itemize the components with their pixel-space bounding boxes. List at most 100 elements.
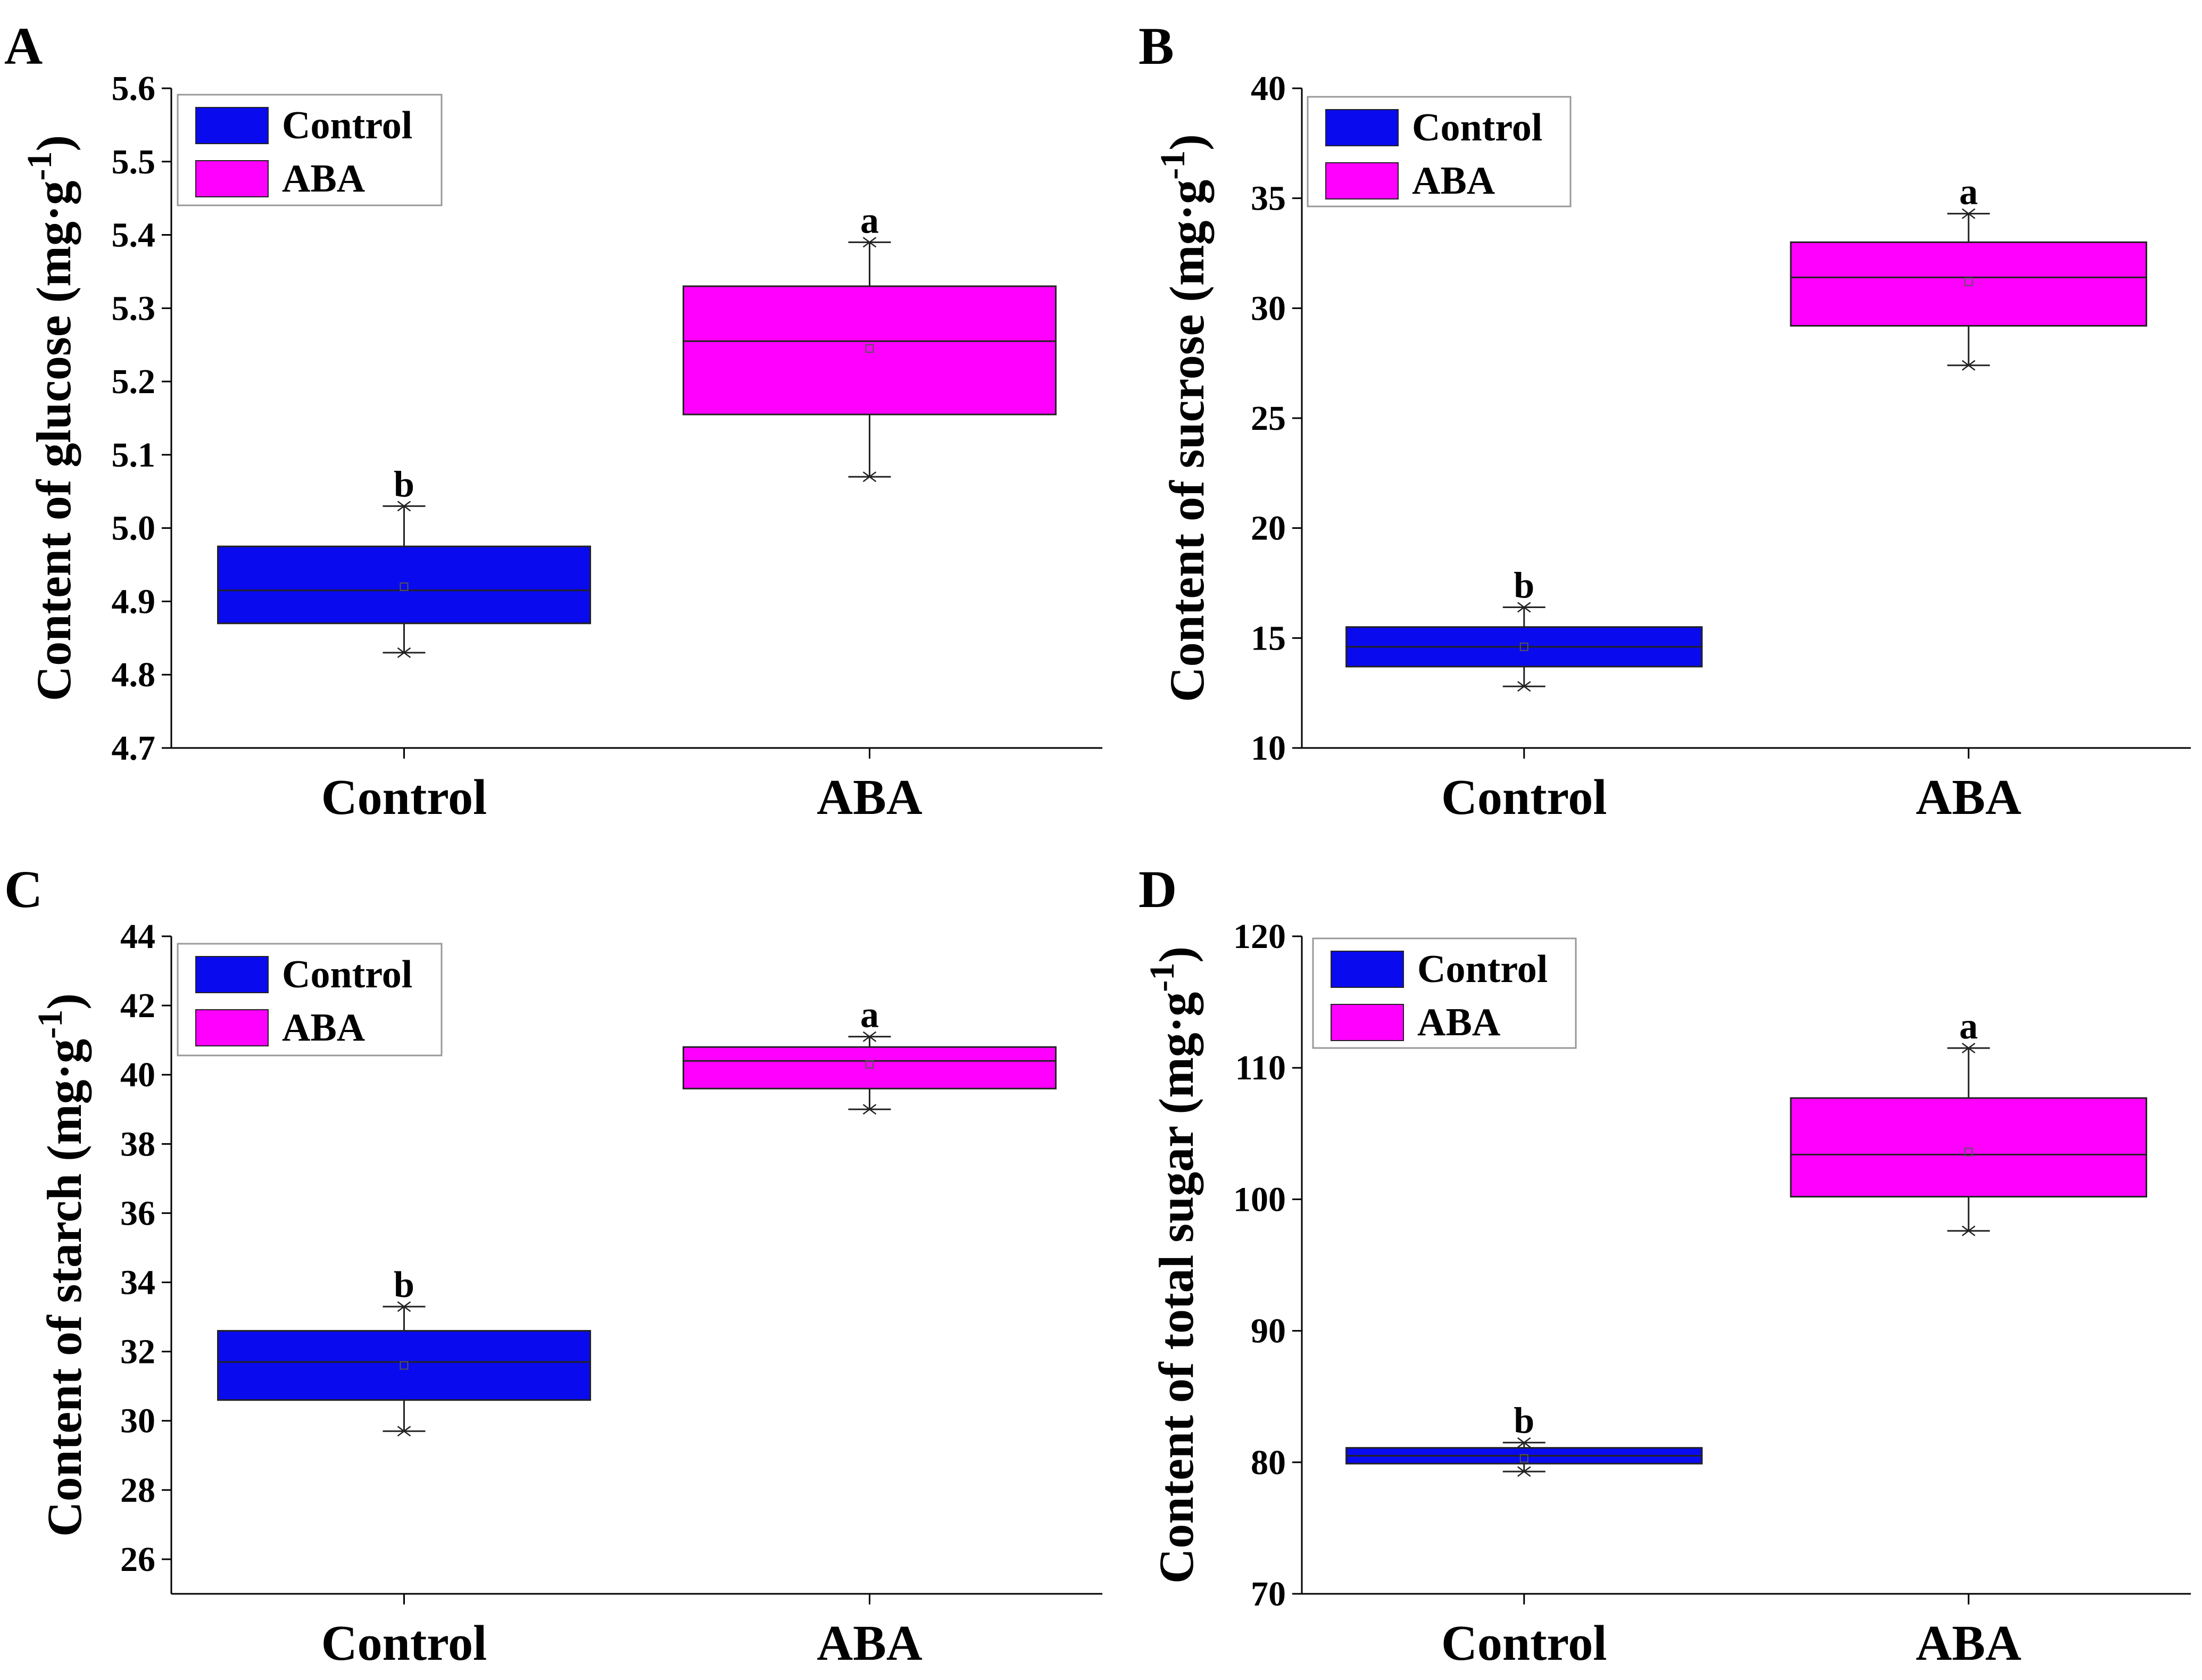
extreme-marker <box>862 1031 877 1042</box>
y-tick-label: 28 <box>120 1471 155 1510</box>
box-control: b <box>217 464 591 658</box>
mean-marker <box>865 1060 874 1069</box>
significance-letter: a <box>1959 172 1978 213</box>
y-tick-label: 35 <box>1251 179 1286 218</box>
legend-label-aba: ABA <box>282 157 365 201</box>
mean-marker <box>865 344 874 353</box>
y-tick-label: 5.3 <box>112 289 156 328</box>
extreme-marker <box>1962 1225 1975 1236</box>
panel-b: B 10 15 20 25 30 35 40 Control ABA Content of sucr… <box>1139 16 2191 825</box>
panel-letter: C <box>4 860 43 919</box>
y-axis-title: Content of sucrose (mg·g-1) <box>1153 134 1214 702</box>
mean-marker <box>1964 1147 1973 1157</box>
panel-letter: B <box>1139 16 1174 76</box>
x-tick-label: Control <box>1441 770 1607 825</box>
significance-letter: b <box>394 464 414 505</box>
legend: Control ABA <box>177 943 443 1057</box>
panel-letter: A <box>4 16 43 76</box>
legend-swatch-control <box>195 107 269 144</box>
y-tick-label: 100 <box>1233 1180 1286 1219</box>
x-tick-label: ABA <box>1916 770 2022 825</box>
legend-swatch-control <box>1325 109 1399 146</box>
legend-label-control: Control <box>1417 947 1548 991</box>
x-tick-label: ABA <box>1916 1616 2022 1671</box>
legend-label-aba: ABA <box>282 1006 365 1050</box>
legend: Control ABA <box>177 94 443 206</box>
y-axis-title-main: Content of sucrose (mg·g <box>1160 180 1214 702</box>
y-tick-label: 4.7 <box>112 729 156 768</box>
box-aba: a <box>1790 172 2147 371</box>
panel-c: C 26 28 30 32 34 36 38 40 42 44 Control ABA Content o… <box>4 860 1102 1671</box>
x-tick-label: Control <box>321 1616 487 1671</box>
y-tick-label: 5.6 <box>112 69 156 108</box>
significance-letter: b <box>1514 565 1534 606</box>
y-tick-label: 30 <box>120 1402 155 1441</box>
y-tick-label: 70 <box>1251 1575 1286 1614</box>
y-tick-label: 38 <box>120 1125 155 1163</box>
y-tick-label: 110 <box>1235 1049 1286 1087</box>
legend-swatch-aba <box>1331 1004 1404 1041</box>
iqr-box <box>217 545 591 625</box>
y-axis-title-close: ) <box>1149 946 1203 963</box>
iqr-box <box>1790 241 2147 327</box>
y-tick-label: 15 <box>1251 619 1286 658</box>
extreme-marker <box>862 237 877 248</box>
legend-swatch-control <box>1331 951 1404 988</box>
y-tick-label: 5.5 <box>112 143 156 181</box>
extreme-marker <box>1962 360 1975 371</box>
y-axis-title: Content of glucose (mg·g-1) <box>20 135 81 701</box>
extreme-marker <box>397 501 411 512</box>
box-aba: a <box>1790 1006 2147 1236</box>
iqr-box <box>217 1330 591 1401</box>
y-tick-label: 26 <box>120 1540 155 1579</box>
y-tick-label: 4.8 <box>112 655 156 694</box>
mean-marker <box>1519 1454 1528 1463</box>
y-tick-label: 25 <box>1251 399 1286 438</box>
y-tick-label: 5.2 <box>112 362 156 401</box>
legend-label-control: Control <box>282 104 412 147</box>
y-tick-label: 20 <box>1251 509 1286 548</box>
significance-letter: b <box>1514 1401 1534 1442</box>
y-tick-label: 120 <box>1233 917 1286 956</box>
y-axis-title: Content of total sugar (mg·g-1) <box>1143 946 1203 1584</box>
y-axis-title-superscript: -1 <box>31 1010 70 1039</box>
y-axis-title-main: Content of starch (mg·g <box>37 1039 92 1537</box>
y-axis-title-superscript: -1 <box>20 151 59 180</box>
extreme-marker <box>1517 602 1531 613</box>
legend-label-aba: ABA <box>1412 159 1495 203</box>
legend: Control ABA <box>1307 96 1572 207</box>
y-axis-title-close: ) <box>1160 134 1214 151</box>
y-axis-title-superscript: -1 <box>1143 963 1182 992</box>
panel-a: A 4.7 4.8 4.9 5.0 5.1 5.2 5.3 5.4 5.5 5.6 Control AB… <box>4 16 1102 825</box>
x-tick-label: ABA <box>817 770 923 825</box>
y-tick-label: 5.1 <box>112 436 156 475</box>
y-tick-label: 30 <box>1251 289 1286 328</box>
y-tick-label: 40 <box>1251 69 1286 108</box>
extreme-marker <box>862 471 877 483</box>
y-tick-label: 42 <box>120 986 155 1025</box>
mean-marker <box>400 1361 409 1370</box>
y-tick-label: 40 <box>120 1055 155 1094</box>
legend-swatch-aba <box>195 1009 269 1046</box>
legend-swatch-aba <box>1325 162 1399 199</box>
y-tick-label: 10 <box>1251 729 1286 768</box>
legend: Control ABA <box>1312 937 1577 1049</box>
y-axis-title-main: Content of total sugar (mg·g <box>1149 992 1203 1584</box>
y-tick-label: 90 <box>1251 1312 1286 1351</box>
box-control: b <box>1345 1401 1703 1477</box>
significance-letter: b <box>394 1265 414 1305</box>
y-tick-label: 32 <box>120 1333 155 1371</box>
panel-letter: D <box>1139 860 1177 919</box>
mean-marker <box>1519 642 1528 651</box>
iqr-box <box>1790 1097 2147 1197</box>
y-axis-title: Content of starch (mg·g-1) <box>31 993 92 1537</box>
y-axis-title-main: Content of glucose (mg·g <box>27 180 81 701</box>
extreme-marker <box>1517 1437 1531 1448</box>
y-tick-label: 36 <box>120 1194 155 1233</box>
y-axis-title-superscript: -1 <box>1153 151 1192 180</box>
y-tick-label: 80 <box>1251 1443 1286 1482</box>
x-tick-label: Control <box>1441 1616 1607 1671</box>
y-axis-title-close: ) <box>27 135 81 152</box>
box-control: b <box>217 1265 591 1437</box>
significance-letter: a <box>1959 1006 1978 1047</box>
